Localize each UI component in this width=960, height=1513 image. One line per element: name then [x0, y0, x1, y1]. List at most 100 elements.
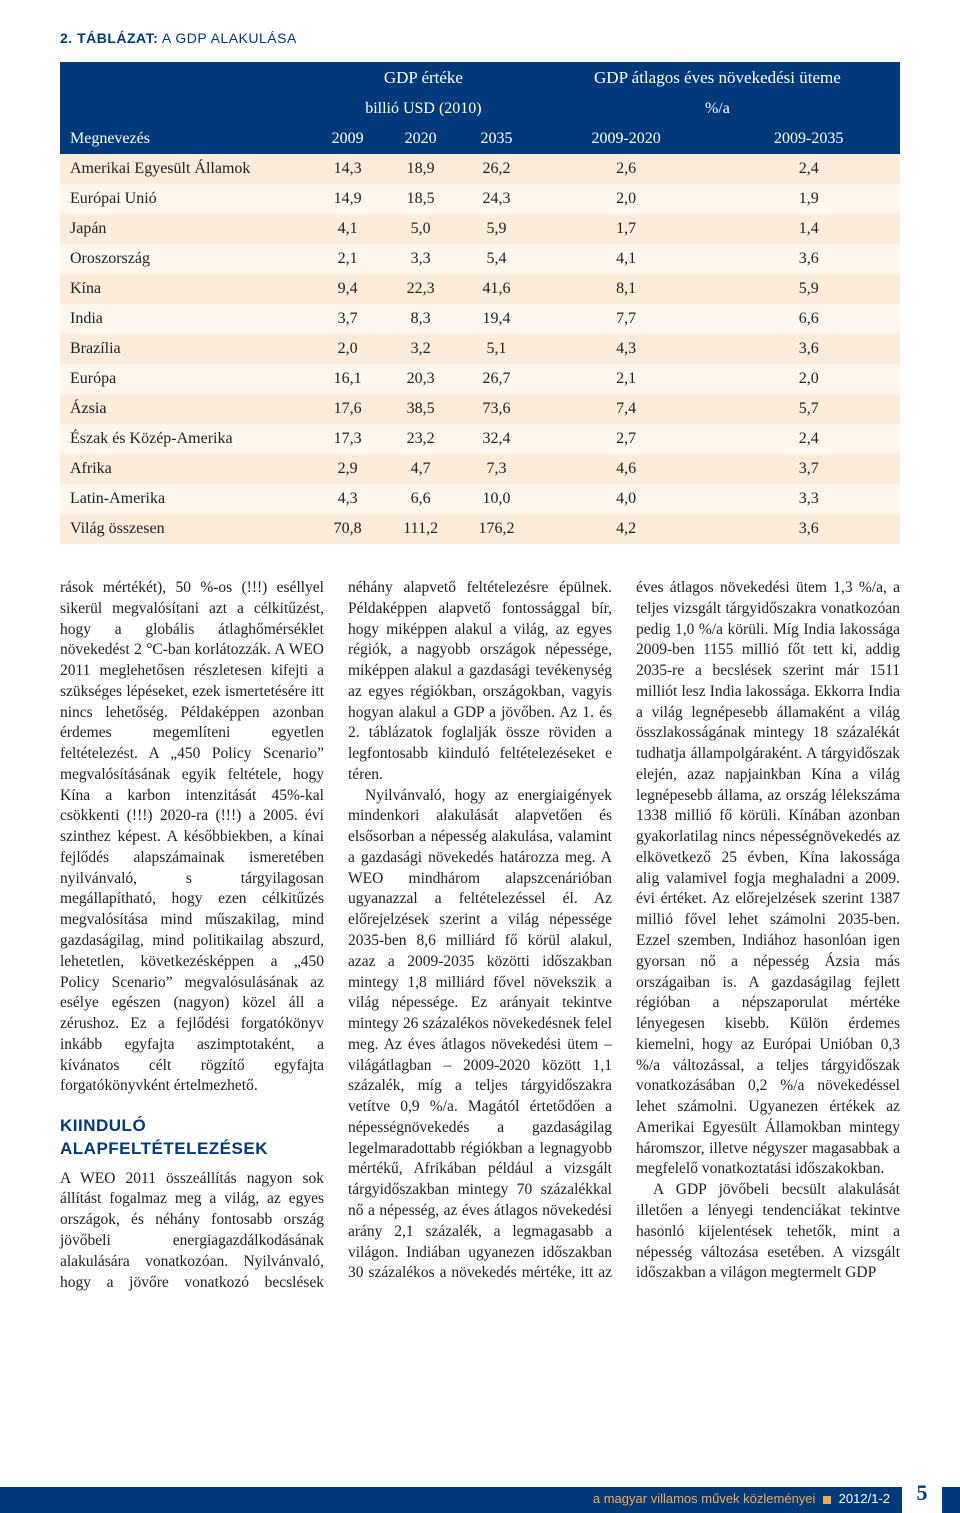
table-row: Amerikai Egyesült Államok14,318,926,22,6…: [60, 154, 900, 184]
table-row: Észak és Közép-Amerika17,323,232,42,72,4: [60, 424, 900, 454]
row-value: 1,9: [717, 184, 900, 214]
table-title-rest: A GDP ALAKULÁSA: [158, 30, 296, 46]
row-value: 23,2: [383, 424, 458, 454]
row-value: 111,2: [383, 514, 458, 544]
col-h-5: 2009-2035: [717, 124, 900, 154]
row-value: 3,2: [383, 334, 458, 364]
row-value: 5,1: [458, 334, 535, 364]
row-value: 26,2: [458, 154, 535, 184]
row-name: Európa: [60, 364, 312, 394]
row-name: Afrika: [60, 454, 312, 484]
footer-issue: 2012/1-2: [839, 1491, 890, 1506]
row-value: 4,2: [535, 514, 718, 544]
row-value: 2,6: [535, 154, 718, 184]
row-value: 5,9: [717, 274, 900, 304]
row-value: 17,6: [312, 394, 383, 424]
row-value: 41,6: [458, 274, 535, 304]
table-title-bold: 2. TÁBLÁZAT:: [60, 30, 158, 46]
group-gdp-growth: GDP átlagos éves növekedési üteme: [535, 62, 900, 94]
row-value: 2,1: [312, 244, 383, 274]
unit-pct: %/a: [535, 94, 900, 124]
row-name: Oroszország: [60, 244, 312, 274]
col-h-1: 2009: [312, 124, 383, 154]
row-value: 18,9: [383, 154, 458, 184]
row-value: 2,7: [535, 424, 718, 454]
row-value: 176,2: [458, 514, 535, 544]
row-name: Ázsia: [60, 394, 312, 424]
row-value: 22,3: [383, 274, 458, 304]
page-number: 5: [902, 1473, 942, 1513]
footer-square-icon: [823, 1496, 831, 1504]
row-value: 5,9: [458, 214, 535, 244]
row-name: Kína: [60, 274, 312, 304]
row-value: 19,4: [458, 304, 535, 334]
row-value: 32,4: [458, 424, 535, 454]
row-value: 70,8: [312, 514, 383, 544]
row-name: Latin-Amerika: [60, 484, 312, 514]
row-name: Világ összesen: [60, 514, 312, 544]
table-row: Japán4,15,05,91,71,4: [60, 214, 900, 244]
table-row: Latin-Amerika4,36,610,04,03,3: [60, 484, 900, 514]
row-value: 3,6: [717, 514, 900, 544]
row-name: Brazília: [60, 334, 312, 364]
row-value: 4,3: [312, 484, 383, 514]
row-value: 14,3: [312, 154, 383, 184]
row-value: 2,4: [717, 424, 900, 454]
row-value: 73,6: [458, 394, 535, 424]
para-1: rások mértékét), 50 %-os (!!!) eséllyel …: [60, 578, 324, 1097]
table-row: Kína9,422,341,68,15,9: [60, 274, 900, 304]
col-h-2: 2020: [383, 124, 458, 154]
row-value: 5,4: [458, 244, 535, 274]
table-row: Ázsia17,638,573,67,45,7: [60, 394, 900, 424]
section-heading: KIINDULÓ ALAPFELTÉTELEZÉSEK: [60, 1115, 324, 1161]
row-value: 3,3: [717, 484, 900, 514]
row-value: 16,1: [312, 364, 383, 394]
row-value: 2,4: [717, 154, 900, 184]
row-value: 4,7: [383, 454, 458, 484]
row-value: 6,6: [717, 304, 900, 334]
page-footer: a magyar villamos művek közleményei 2012…: [0, 1487, 960, 1513]
row-value: 8,1: [535, 274, 718, 304]
table-row: India3,78,319,47,76,6: [60, 304, 900, 334]
group-gdp-value: GDP értéke: [312, 62, 535, 94]
row-value: 7,4: [535, 394, 718, 424]
row-value: 17,3: [312, 424, 383, 454]
row-value: 7,7: [535, 304, 718, 334]
col-h-3: 2035: [458, 124, 535, 154]
table-title: 2. TÁBLÁZAT: A GDP ALAKULÁSA: [60, 30, 900, 46]
row-name: India: [60, 304, 312, 334]
row-value: 18,5: [383, 184, 458, 214]
row-value: 8,3: [383, 304, 458, 334]
row-value: 26,7: [458, 364, 535, 394]
table-row: Oroszország2,13,35,44,13,6: [60, 244, 900, 274]
row-value: 2,0: [717, 364, 900, 394]
row-value: 4,6: [535, 454, 718, 484]
row-value: 5,7: [717, 394, 900, 424]
row-value: 14,9: [312, 184, 383, 214]
row-value: 4,1: [312, 214, 383, 244]
row-value: 24,3: [458, 184, 535, 214]
gdp-table: GDP értéke GDP átlagos éves növekedési ü…: [60, 62, 900, 544]
para-4: A GDP jövőbeli becsült alakulását illető…: [636, 1180, 900, 1284]
row-value: 3,7: [312, 304, 383, 334]
row-value: 3,7: [717, 454, 900, 484]
row-value: 5,0: [383, 214, 458, 244]
row-value: 20,3: [383, 364, 458, 394]
row-value: 4,1: [535, 244, 718, 274]
col-blank: [60, 62, 312, 94]
row-value: 1,7: [535, 214, 718, 244]
unit-blank: [60, 94, 312, 124]
row-value: 2,0: [312, 334, 383, 364]
table-row: Világ összesen70,8111,2176,24,23,6: [60, 514, 900, 544]
row-value: 3,6: [717, 334, 900, 364]
table-row: Afrika2,94,77,34,63,7: [60, 454, 900, 484]
row-value: 9,4: [312, 274, 383, 304]
row-value: 7,3: [458, 454, 535, 484]
row-name: Európai Unió: [60, 184, 312, 214]
table-row: Brazília2,03,25,14,33,6: [60, 334, 900, 364]
footer-line: a magyar villamos művek közleményei: [593, 1491, 816, 1506]
table-row: Európai Unió14,918,524,32,01,9: [60, 184, 900, 214]
row-name: Japán: [60, 214, 312, 244]
unit-billion-usd: billió USD (2010): [312, 94, 535, 124]
body-columns: rások mértékét), 50 %-os (!!!) eséllyel …: [60, 578, 900, 1293]
